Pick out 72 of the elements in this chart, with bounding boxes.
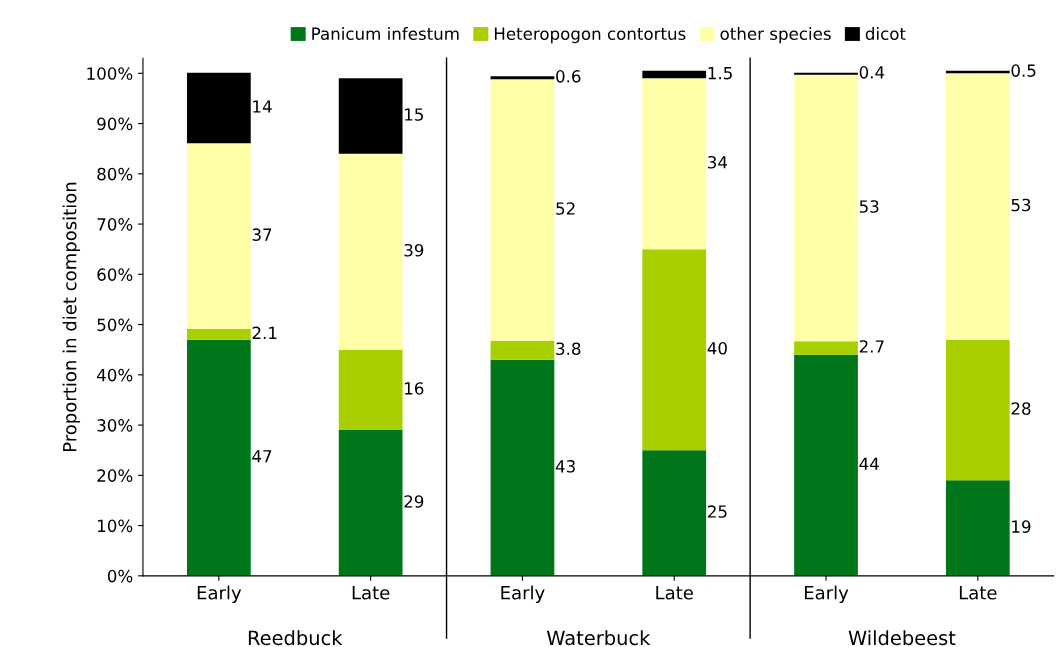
bar [945,339,1010,481]
data-label: 43 [555,460,575,473]
bar [186,329,251,340]
y-tick-label: 100% [87,67,133,80]
x-tick-label: Late [959,586,997,600]
data-label: 47 [252,450,272,463]
bar [945,73,1010,340]
text: Reedbuck [248,630,343,646]
y-tick-label: 50% [97,318,133,332]
data-label: 34 [708,155,728,169]
bar [642,70,707,79]
data-label: 53 [859,200,879,213]
data-label: 0.5 [1011,64,1036,77]
bar [490,76,555,80]
y-tick-label: 30% [97,419,133,432]
bar [642,450,707,576]
bar [186,339,251,576]
bar [490,340,555,360]
data-label: 40 [707,341,727,355]
data-label: 0.6 [556,70,581,83]
bar [794,354,858,576]
bar [490,79,555,341]
data-label: 29 [404,495,424,508]
legend-label: Panicum infestum [312,27,459,40]
data-label: 52 [556,202,575,215]
x-tick-label: Late [656,586,693,600]
bar [794,74,858,342]
data-label: 28 [1011,402,1031,415]
x-tick-label: Late [352,586,390,600]
data-label: 2.1 [252,326,277,339]
data-label: 19 [1012,520,1031,533]
legend-label: dicot [865,27,906,40]
data-label: 39 [404,243,424,257]
data-label: 25 [708,505,727,518]
bar [490,359,555,576]
bar [338,430,403,576]
data-label: 53 [1011,198,1031,212]
y-tick-label: 80% [97,167,133,181]
y-tick-label: 60% [97,268,133,281]
bar [642,78,707,250]
y-tick-label: 0% [107,569,133,583]
y-tick-label: 40% [97,368,133,382]
data-label: 0.4 [859,66,885,79]
bar [794,72,858,75]
x-tick-label: Early [501,585,545,604]
data-label: 1.5 [708,67,732,80]
x-tick-label: Early [804,585,849,604]
bar [186,72,251,144]
data-label: 16 [405,382,424,395]
y-axis-title: Proportion in diet composition [62,182,81,452]
y-tick-label: 90% [97,117,133,131]
bar [186,143,251,330]
data-label: 3.8 [556,342,581,356]
y-tick-label: 10% [98,519,133,533]
y-tick-label: 70% [97,218,133,231]
data-label: 15 [405,108,423,121]
bar [338,349,403,431]
legend-label: Heteropogon contortus [494,27,686,44]
bar [794,341,858,355]
bar [642,249,707,451]
y-tick-label: 20% [97,469,133,482]
bar [338,78,403,154]
bar [945,480,1010,576]
x-tick-label: Early [197,585,242,604]
data-label: 2.7 [859,340,884,353]
data-label: 44 [859,457,879,470]
text: Wildebeest [848,630,956,646]
text: Waterbuck [546,630,651,646]
data-label: 37 [252,228,272,241]
data-label: 14 [253,100,272,113]
legend-label: other species [720,27,831,44]
bar [338,153,403,350]
